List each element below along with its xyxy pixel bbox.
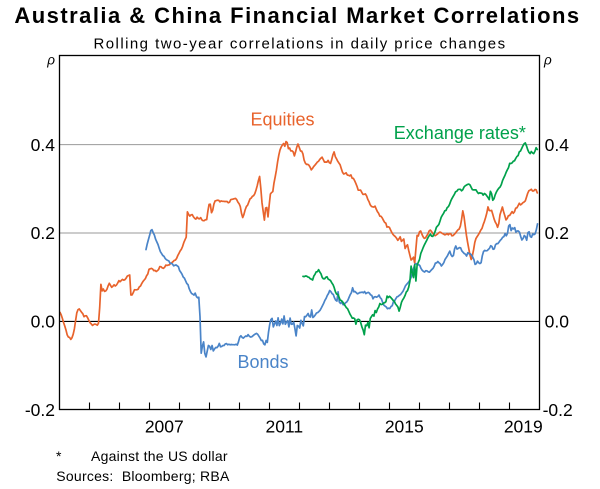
svg-text:Equities: Equities <box>251 110 315 130</box>
svg-text:Sources: Bloomberg; RBA: Sources: Bloomberg; RBA <box>56 468 230 484</box>
svg-text:Exchange rates*: Exchange rates* <box>394 123 526 143</box>
svg-text:Bonds: Bonds <box>238 352 289 372</box>
svg-text:-0.2: -0.2 <box>543 400 573 420</box>
svg-text:ρ: ρ <box>543 53 552 68</box>
svg-text:0.0: 0.0 <box>31 312 56 332</box>
svg-text:0.2: 0.2 <box>545 223 569 243</box>
svg-text:Rolling two-year correlations: Rolling two-year correlations in daily p… <box>93 36 506 53</box>
svg-text:0.0: 0.0 <box>545 312 570 332</box>
svg-text:Australia & China Financial Ma: Australia & China Financial Market Corre… <box>14 3 580 28</box>
svg-text:2007: 2007 <box>145 417 184 437</box>
svg-text:0.4: 0.4 <box>545 135 570 155</box>
svg-text:-0.2: -0.2 <box>25 400 55 420</box>
svg-text:Against the US dollar: Against the US dollar <box>91 448 228 464</box>
svg-text:2015: 2015 <box>385 417 424 437</box>
svg-text:2019: 2019 <box>504 417 543 437</box>
svg-text:0.2: 0.2 <box>31 223 55 243</box>
svg-text:*: * <box>56 448 62 464</box>
svg-text:ρ: ρ <box>46 53 55 68</box>
svg-text:0.4: 0.4 <box>31 135 56 155</box>
svg-text:2011: 2011 <box>265 417 303 437</box>
